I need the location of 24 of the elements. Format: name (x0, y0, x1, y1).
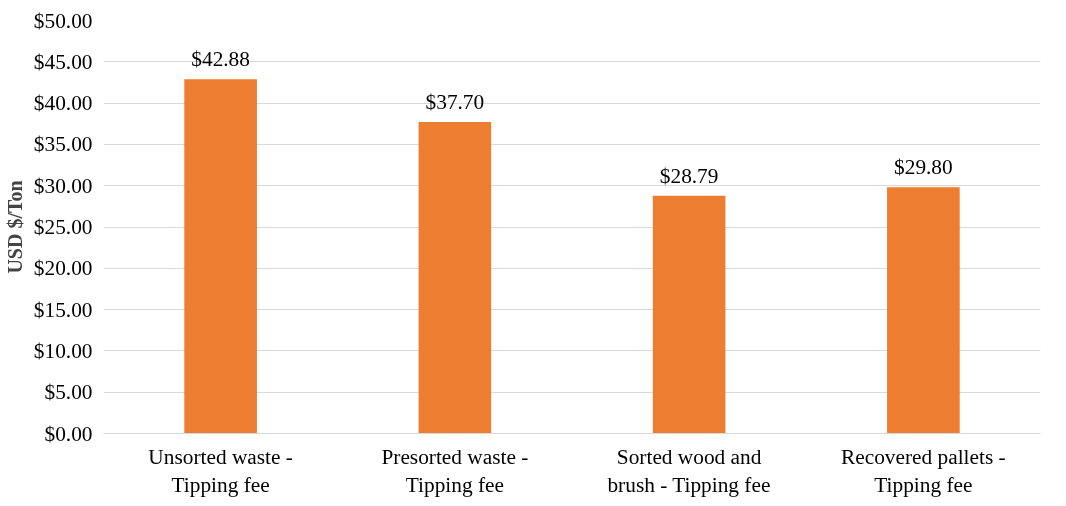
x-tick-label: Presorted waste - Tipping fee (381, 444, 529, 498)
x-tick-label: Recovered pallets - Tipping fee (841, 444, 1006, 498)
y-tick-label: $20.00 (33, 256, 93, 281)
x-tick-label: Unsorted waste - Tipping fee (148, 444, 293, 498)
y-tick-label: $5.00 (44, 380, 93, 405)
data-label: $29.80 (894, 155, 953, 180)
y-tick-label: $35.00 (33, 132, 93, 157)
x-tick-label: Sorted wood and brush - Tipping fee (607, 444, 771, 498)
y-tick-label: $0.00 (44, 421, 93, 446)
bar (418, 122, 492, 434)
y-tick-label: $45.00 (33, 49, 93, 74)
y-tick-label: $30.00 (33, 173, 93, 198)
bar (887, 187, 960, 434)
bar (184, 79, 257, 434)
data-label: $42.88 (191, 47, 250, 72)
data-label: $37.70 (425, 90, 485, 115)
bar (652, 195, 726, 434)
y-tick-label: $40.00 (33, 91, 93, 116)
y-axis-title: USD $/Ton (3, 180, 26, 274)
y-tick-label: $50.00 (33, 8, 93, 33)
y-tick-label: $25.00 (33, 215, 93, 239)
data-label: $28.79 (659, 163, 719, 188)
y-tick-label: $15.00 (33, 297, 93, 322)
y-tick-label: $10.00 (33, 338, 93, 363)
